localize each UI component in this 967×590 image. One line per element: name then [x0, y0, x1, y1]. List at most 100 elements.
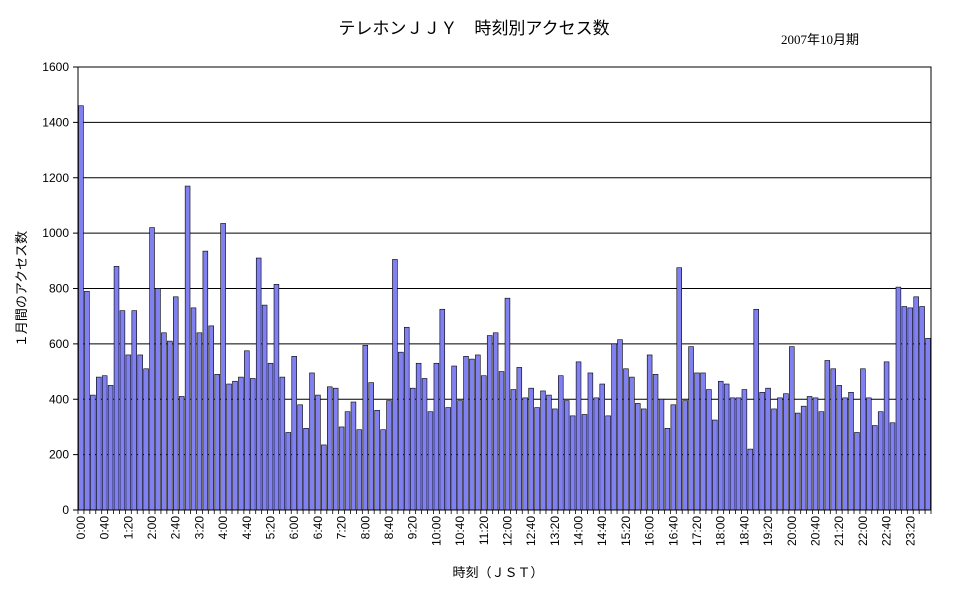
bar — [623, 368, 629, 511]
bar — [137, 354, 143, 511]
x-tick-label: 0:40 — [98, 516, 112, 540]
bar — [226, 383, 232, 511]
bar — [285, 432, 292, 511]
bar — [220, 223, 226, 511]
bar — [244, 350, 250, 511]
bar — [492, 332, 499, 511]
bar — [427, 411, 434, 511]
bar — [167, 340, 173, 511]
bar — [433, 362, 440, 511]
x-tick-label: 20:40 — [808, 516, 822, 546]
bar — [107, 385, 114, 511]
bar — [451, 365, 457, 511]
y-tick-label: 1600 — [42, 60, 69, 74]
bar — [392, 259, 398, 511]
grid-lines — [78, 121, 931, 456]
bar — [694, 372, 700, 511]
bar — [78, 105, 84, 511]
x-tick-label: 19:20 — [761, 516, 775, 546]
bar — [356, 429, 363, 511]
bar — [723, 383, 730, 511]
bar — [629, 376, 635, 511]
bar — [729, 397, 736, 511]
bar — [646, 354, 653, 511]
bar — [854, 432, 860, 511]
x-tick-label: 12:40 — [524, 516, 538, 546]
bar — [534, 407, 540, 511]
y-tick-label: 1400 — [42, 115, 69, 129]
x-tick-label: 3:20 — [192, 516, 206, 540]
bar — [652, 374, 659, 511]
bar — [350, 401, 357, 511]
bar — [255, 257, 262, 511]
bar — [125, 354, 132, 511]
bar — [871, 425, 878, 511]
bar — [605, 415, 611, 511]
bar — [250, 378, 256, 511]
bar — [374, 410, 380, 511]
bar — [883, 361, 890, 511]
x-tick-label: 21:20 — [832, 516, 846, 546]
bar — [528, 387, 534, 511]
bar — [617, 339, 623, 511]
bar — [783, 393, 789, 511]
bar — [119, 310, 126, 511]
bar — [510, 389, 517, 511]
bar — [398, 351, 404, 511]
bar — [747, 448, 754, 511]
bar — [563, 400, 570, 511]
x-tick-label: 8:40 — [382, 516, 396, 540]
bar — [481, 375, 487, 511]
bar — [765, 387, 771, 511]
bar — [327, 386, 333, 511]
x-axis: 0:00 0:40 1:20 2:00 2:40 3:20 4:00 4:40 5:20 6:00… — [74, 510, 932, 546]
bar — [273, 284, 280, 511]
x-tick-label: 14:40 — [595, 516, 609, 546]
bar — [676, 267, 682, 511]
bar — [386, 400, 392, 511]
bar — [113, 266, 120, 511]
bar — [338, 426, 345, 511]
bar — [321, 444, 327, 511]
bar — [445, 407, 451, 511]
bar — [475, 354, 481, 511]
bar — [907, 307, 914, 511]
bar — [919, 306, 925, 511]
y-tick-label: 400 — [49, 392, 69, 406]
bar-series — [78, 105, 931, 511]
bar — [178, 396, 185, 511]
x-axis-label: 時刻（ＪＳＴ） — [452, 566, 543, 581]
bar — [96, 376, 102, 511]
bar — [759, 392, 765, 511]
x-tick-label: 4:00 — [216, 516, 230, 540]
bar — [670, 404, 677, 511]
bar — [463, 356, 469, 511]
bar — [309, 372, 315, 511]
bar — [261, 304, 268, 511]
bar — [717, 380, 724, 511]
bar — [824, 360, 831, 511]
x-tick-label: 17:20 — [690, 516, 704, 546]
x-tick-label: 13:20 — [548, 516, 562, 546]
bar — [794, 412, 801, 511]
bar — [439, 308, 446, 511]
bar — [279, 376, 286, 511]
bar — [297, 404, 303, 511]
bar — [889, 422, 896, 511]
bar — [208, 325, 215, 511]
bar — [806, 396, 813, 511]
y-axis-label: １月間のアクセス数 — [15, 231, 30, 347]
bar — [101, 375, 108, 511]
bar — [486, 335, 493, 511]
bar — [522, 397, 528, 511]
x-tick-label: 23:20 — [903, 516, 917, 546]
x-tick-label: 1:20 — [121, 516, 135, 540]
bar — [516, 367, 523, 511]
y-tick-label: 600 — [49, 337, 69, 351]
y-tick-label: 1200 — [42, 171, 69, 185]
x-tick-label: 10:40 — [453, 516, 467, 546]
bar — [818, 411, 825, 511]
bar — [712, 419, 718, 511]
x-tick-label: 11:20 — [477, 516, 491, 545]
bar — [895, 286, 902, 511]
